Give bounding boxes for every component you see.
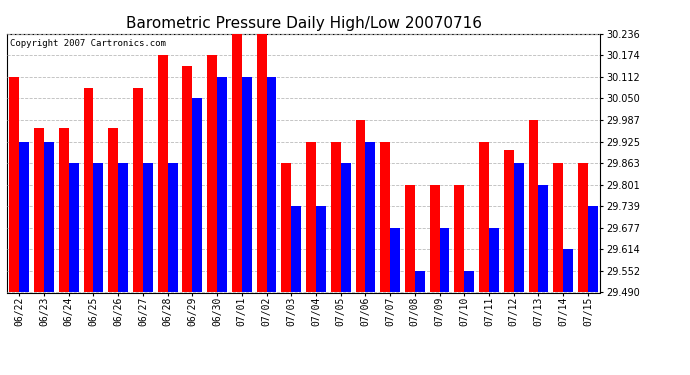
Bar xyxy=(19,142,29,292)
Text: Copyright 2007 Cartronics.com: Copyright 2007 Cartronics.com xyxy=(10,39,166,48)
Bar xyxy=(108,129,118,292)
Bar xyxy=(588,206,598,292)
Bar xyxy=(306,142,316,292)
Bar xyxy=(504,150,514,292)
Bar xyxy=(529,120,538,292)
Bar xyxy=(405,184,415,292)
Bar xyxy=(158,55,168,292)
Bar xyxy=(341,163,351,292)
Bar xyxy=(118,163,128,292)
Bar xyxy=(168,163,177,292)
Bar xyxy=(143,163,152,292)
Bar xyxy=(266,77,277,292)
Bar xyxy=(355,120,366,292)
Bar xyxy=(455,184,464,292)
Bar xyxy=(241,77,252,292)
Bar xyxy=(93,163,104,292)
Bar xyxy=(83,87,93,292)
Bar xyxy=(538,184,549,292)
Bar xyxy=(316,206,326,292)
Bar xyxy=(44,142,54,292)
Bar xyxy=(331,142,341,292)
Bar xyxy=(193,98,202,292)
Title: Barometric Pressure Daily High/Low 20070716: Barometric Pressure Daily High/Low 20070… xyxy=(126,16,482,31)
Bar xyxy=(440,228,449,292)
Bar xyxy=(514,163,524,292)
Bar xyxy=(207,55,217,292)
Bar xyxy=(282,163,291,292)
Bar xyxy=(59,129,69,292)
Bar xyxy=(489,228,499,292)
Bar xyxy=(390,228,400,292)
Bar xyxy=(257,34,266,292)
Bar xyxy=(217,77,227,292)
Bar xyxy=(34,129,44,292)
Bar xyxy=(479,142,489,292)
Bar xyxy=(366,142,375,292)
Bar xyxy=(563,249,573,292)
Bar xyxy=(182,66,193,292)
Bar xyxy=(464,271,474,292)
Bar xyxy=(69,163,79,292)
Bar xyxy=(133,87,143,292)
Bar xyxy=(578,163,588,292)
Bar xyxy=(415,271,425,292)
Bar xyxy=(430,184,440,292)
Bar xyxy=(232,34,241,292)
Bar xyxy=(553,163,563,292)
Bar xyxy=(380,142,390,292)
Bar xyxy=(10,77,19,292)
Bar xyxy=(291,206,301,292)
